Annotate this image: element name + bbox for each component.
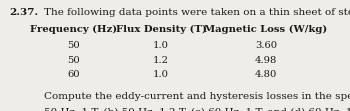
- Text: Frequency (Hz): Frequency (Hz): [30, 24, 117, 34]
- Text: Compute the eddy-current and hysteresis losses in the specimen at (a): Compute the eddy-current and hysteresis …: [44, 92, 350, 101]
- Text: 2.37.: 2.37.: [9, 8, 38, 17]
- Text: 4.80: 4.80: [255, 70, 277, 79]
- Text: 1.0: 1.0: [153, 41, 169, 50]
- Text: 50: 50: [67, 41, 80, 50]
- Text: 4.98: 4.98: [255, 56, 277, 64]
- Text: 60: 60: [67, 70, 80, 79]
- Text: Magnetic Loss (W/kg): Magnetic Loss (W/kg): [204, 24, 328, 34]
- Text: Flux Density (T): Flux Density (T): [116, 24, 206, 34]
- Text: 3.60: 3.60: [255, 41, 277, 50]
- Text: 50 Hz, 1 T, (b) 50 Hz, 1.2 T, (c) 60 Hz, 1 T, and (d) 60 Hz, 1.2 T.: 50 Hz, 1 T, (b) 50 Hz, 1.2 T, (c) 60 Hz,…: [44, 108, 350, 111]
- Text: 50: 50: [67, 56, 80, 64]
- Text: 1.2: 1.2: [153, 56, 169, 64]
- Text: 1.0: 1.0: [153, 70, 169, 79]
- Text: The following data points were taken on a thin sheet of steel.: The following data points were taken on …: [44, 8, 350, 17]
